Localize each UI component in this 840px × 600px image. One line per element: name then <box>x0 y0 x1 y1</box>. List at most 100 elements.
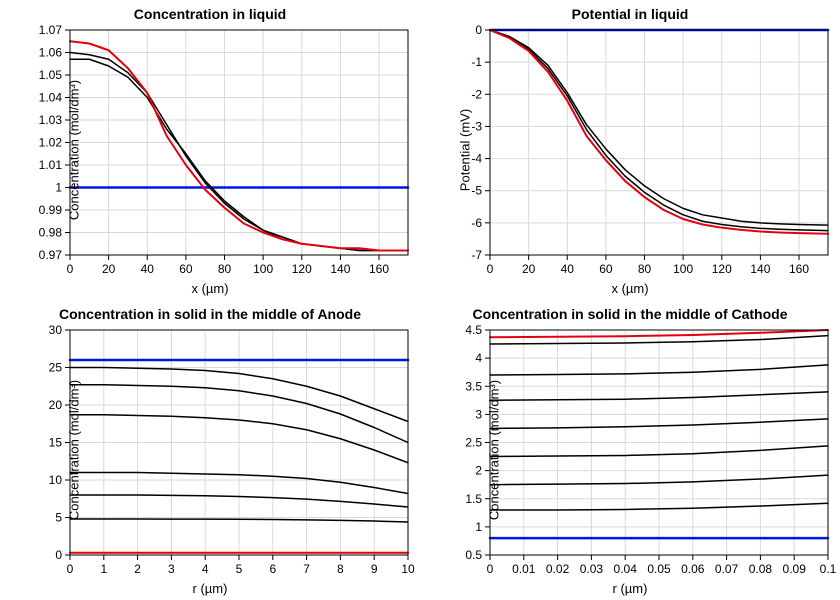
xtick-label: 140 <box>750 262 770 276</box>
xtick-label: 8 <box>337 562 344 576</box>
chart-xlabel: x (µm) <box>0 281 420 296</box>
panel-concentration-anode: 012345678910051015202530Concentration in… <box>0 300 420 600</box>
xtick-label: 60 <box>179 262 193 276</box>
xtick-label: 0.05 <box>647 562 671 576</box>
figure-grid: 0204060801001201401600.970.980.9911.011.… <box>0 0 840 600</box>
xtick-label: 4 <box>202 562 209 576</box>
ytick-label: 0.97 <box>39 248 63 262</box>
ytick-label: -4 <box>471 152 482 166</box>
xtick-label: 2 <box>134 562 141 576</box>
xtick-label: 0.01 <box>512 562 536 576</box>
gridlines <box>490 330 828 555</box>
ytick-label: 2.5 <box>465 436 482 450</box>
xtick-label: 9 <box>371 562 378 576</box>
ytick-label: 15 <box>49 436 63 450</box>
xtick-label: 0.1 <box>820 562 837 576</box>
chart-ylabel: Concentration (mol/dm³) <box>487 380 502 520</box>
ytick-label: -7 <box>471 248 482 262</box>
xtick-label: 0.07 <box>715 562 739 576</box>
ytick-label: 1.04 <box>39 91 63 105</box>
xtick-label: 40 <box>141 262 155 276</box>
xtick-label: 3 <box>168 562 175 576</box>
chart-svg: 0 20 40 60 80 100 120 140 160 -7 -6 -5 -4 -3 -2 -1 0 <box>420 0 840 300</box>
ytick-label: -1 <box>471 55 482 69</box>
xtick-label: 40 <box>561 262 575 276</box>
ytick-label: 2 <box>475 464 482 478</box>
ytick-label: 3.5 <box>465 379 482 393</box>
chart-ylabel: Potential (mV) <box>458 109 473 191</box>
xtick-label: 0.06 <box>681 562 705 576</box>
ytick-label: 0 <box>475 23 482 37</box>
panel-potential-liquid: 020406080100120140160-7-6-5-4-3-2-10Pote… <box>420 0 840 300</box>
series-line <box>490 30 828 231</box>
xtick-label: 0 <box>67 562 74 576</box>
chart-xlabel: x (µm) <box>420 281 840 296</box>
ytick-label: 1.07 <box>39 23 63 37</box>
chart-ylabel: Concentration (mol/dm³) <box>67 80 82 220</box>
gridlines <box>70 30 408 255</box>
series-line <box>490 30 828 225</box>
xtick-label: 7 <box>303 562 310 576</box>
xtick-label: 60 <box>599 262 613 276</box>
chart-svg: 0 0.01 0.02 0.03 0.04 0.05 0.06 0.07 0.08 0.09 0.1… <box>420 300 840 600</box>
ytick-label: 1.06 <box>39 46 63 60</box>
xtick-label: 140 <box>330 262 350 276</box>
xtick-label: 5 <box>236 562 243 576</box>
ytick-label: -5 <box>471 184 482 198</box>
ytick-label: 1 <box>475 520 482 534</box>
panel-concentration-cathode: 0 0.01 0.02 0.03 0.04 0.05 0.06 0.07 0.08 0.09 0.1… <box>420 300 840 600</box>
ytick-label: 4.5 <box>465 323 482 337</box>
xtick-label: 0.02 <box>546 562 570 576</box>
ytick-label: 1.03 <box>39 113 63 127</box>
ytick-label: 1 <box>55 181 62 195</box>
ytick-label: 3 <box>475 407 482 421</box>
ytick-label: 25 <box>49 361 63 375</box>
ytick-label: 0.98 <box>39 226 63 240</box>
ytick-label: 10 <box>49 473 63 487</box>
ytick-label: 0.5 <box>465 548 482 562</box>
panel-concentration-liquid: 0 20 40 60 80 100 120 140 160 0.97 0.98 0.99 1 1.01 1.… <box>0 0 420 300</box>
ytick-label: 4 <box>475 351 482 365</box>
xtick-label: 100 <box>673 262 693 276</box>
ytick-label: -6 <box>471 216 482 230</box>
series-line <box>70 59 408 250</box>
chart-title: Concentration in liquid <box>0 6 420 22</box>
ytick-label: 1.02 <box>39 136 63 150</box>
ytick-label: 1.01 <box>39 158 63 172</box>
chart-xlabel: r (µm) <box>0 581 420 596</box>
xtick-label: 6 <box>269 562 276 576</box>
xtick-label: 10 <box>401 562 415 576</box>
xtick-label: 120 <box>292 262 312 276</box>
xtick-label: 0 <box>487 262 494 276</box>
xtick-label: 1 <box>100 562 107 576</box>
xtick-label: 80 <box>638 262 652 276</box>
xtick-label: 160 <box>789 262 809 276</box>
xtick-label: 20 <box>102 262 116 276</box>
chart-xlabel: r (µm) <box>420 581 840 596</box>
xtick-label: 0 <box>67 262 74 276</box>
chart-ylabel: Concentration (mol/dm³) <box>67 380 82 520</box>
ytick-label: -3 <box>471 119 482 133</box>
ytick-label: 30 <box>49 323 63 337</box>
chart-title: Concentration in solid in the middle of … <box>0 306 420 322</box>
chart-title: Potential in liquid <box>420 6 840 22</box>
xtick-label: 0.03 <box>580 562 604 576</box>
xtick-label: 0.09 <box>783 562 807 576</box>
xtick-label: 0 <box>487 562 494 576</box>
xtick-label: 80 <box>218 262 232 276</box>
ytick-label: -2 <box>471 87 482 101</box>
xtick-label: 0.04 <box>614 562 638 576</box>
xtick-label: 0.08 <box>749 562 773 576</box>
chart-svg: 0 20 40 60 80 100 120 140 160 0.97 0.98 0.99 1 1.01 1.… <box>0 0 420 300</box>
xtick-label: 100 <box>253 262 273 276</box>
chart-title: Concentration in solid in the middle of … <box>420 306 840 322</box>
xtick-label: 20 <box>522 262 536 276</box>
ytick-label: 1.05 <box>39 68 63 82</box>
ytick-label: 0 <box>55 548 62 562</box>
xtick-label: 120 <box>712 262 732 276</box>
ytick-label: 0.99 <box>39 203 63 217</box>
ytick-label: 1.5 <box>465 492 482 506</box>
xtick-label: 160 <box>369 262 389 276</box>
ytick-label: 20 <box>49 398 63 412</box>
chart-svg: 012345678910051015202530 <box>0 300 420 600</box>
